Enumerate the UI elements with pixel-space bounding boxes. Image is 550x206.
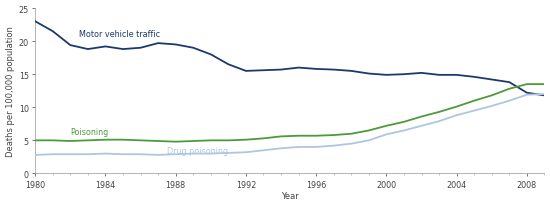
Text: Drug poisoning: Drug poisoning [167, 146, 228, 155]
Text: Motor vehicle traffic: Motor vehicle traffic [79, 29, 160, 39]
Y-axis label: Deaths per 100,000 population: Deaths per 100,000 population [6, 26, 14, 156]
X-axis label: Year: Year [281, 192, 299, 200]
Text: Poisoning: Poisoning [70, 128, 108, 137]
